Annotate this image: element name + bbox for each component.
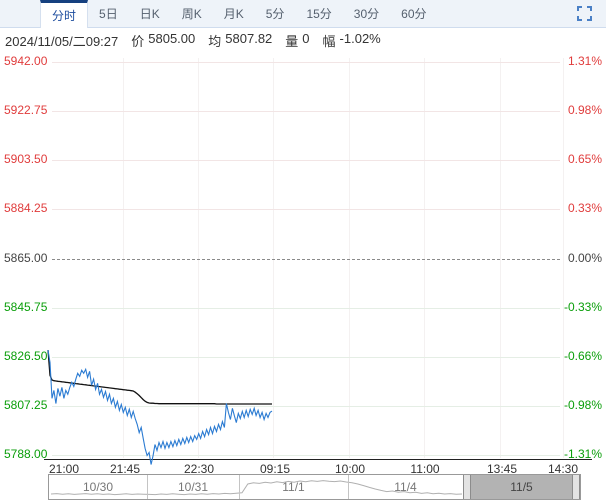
- pct-tick-label: 0.98%: [567, 103, 602, 117]
- info-volume-label: 量: [285, 33, 299, 49]
- price-tick-label: 5903.50: [4, 152, 48, 166]
- price-tick-label: 5922.75: [4, 103, 48, 117]
- quote-info-bar: 2024/11/05/二09:27 价 5805.00 均 5807.82 量 0 幅 -1.0…: [5, 31, 381, 49]
- info-change: 幅 -1.02%: [323, 31, 381, 50]
- fullscreen-icon[interactable]: [577, 0, 592, 27]
- time-tick-label: 13:45: [486, 462, 518, 476]
- time-tick-label: 21:00: [48, 462, 80, 476]
- tab-5ri[interactable]: 5日: [99, 7, 118, 21]
- tab-yuek[interactable]: 月K: [223, 7, 244, 21]
- price-tick-label: 5865.00: [4, 251, 48, 265]
- info-average-value: 5807.82: [225, 30, 273, 46]
- tab-30fen[interactable]: 30分: [353, 7, 380, 21]
- navigator-handle-right[interactable]: [572, 475, 580, 499]
- navigator-divider: [239, 475, 240, 499]
- navigator-date-label: 11/1: [282, 480, 305, 494]
- price-gridline: [52, 357, 560, 358]
- time-gridline: [123, 58, 124, 458]
- time-gridline: [198, 58, 199, 458]
- info-datetime-value: 2024/11/05/二09:27: [5, 33, 119, 49]
- pct-tick-label: -1.31%: [563, 447, 602, 461]
- price-gridline: [52, 406, 560, 407]
- tabbar-lead-space: [0, 0, 40, 27]
- tab-zhouk[interactable]: 周K: [181, 7, 202, 21]
- info-change-label: 幅: [322, 33, 336, 49]
- time-tick-label: 14:30: [547, 462, 579, 476]
- pct-tick-label: 1.31%: [567, 54, 602, 68]
- navigator-date-label: 10/30: [82, 480, 114, 494]
- price-gridline: [52, 111, 560, 112]
- info-change-value: -1.02%: [339, 30, 381, 46]
- price-gridline: [52, 62, 560, 63]
- time-tick-label: 09:15: [259, 462, 291, 476]
- pct-tick-label: 0.33%: [567, 201, 602, 215]
- navigator-divider: [147, 475, 148, 499]
- time-gridline: [563, 58, 564, 458]
- price-tick-label: 5826.50: [4, 349, 48, 363]
- info-average-label: 均: [208, 33, 222, 49]
- price-tick-label: 5807.25: [4, 398, 48, 412]
- tab-rik[interactable]: 日K: [139, 7, 160, 21]
- price-gridline: [52, 209, 560, 210]
- time-tick-label: 22:30: [183, 462, 215, 476]
- info-datetime: 2024/11/05/二09:27: [5, 31, 118, 50]
- pct-tick-label: -0.66%: [563, 349, 602, 363]
- pct-tick-label: -0.33%: [563, 300, 602, 314]
- info-price-label: 价: [131, 33, 145, 49]
- time-gridline: [500, 58, 501, 458]
- time-gridline: [424, 58, 425, 458]
- date-navigator[interactable]: 10/30 10/31 11/1 11/4 11/5: [48, 474, 581, 500]
- pct-tick-label: -0.98%: [563, 398, 602, 412]
- price-gridline: [52, 308, 560, 309]
- navigator-date-label: 11/4: [394, 480, 417, 494]
- price-tick-label: 5884.25: [4, 201, 48, 215]
- time-gridline: [349, 58, 350, 458]
- price-tick-label: 5845.75: [4, 300, 48, 314]
- info-average: 均 5807.82: [208, 31, 272, 50]
- info-price-value: 5805.00: [148, 30, 196, 46]
- navigator-handle-left[interactable]: [463, 475, 471, 499]
- pct-tick-label: 0.00%: [567, 251, 602, 265]
- average-line: [47, 350, 272, 405]
- navigator-date-label: 11/5: [510, 480, 533, 494]
- info-volume-value: 0: [302, 30, 310, 46]
- chart-period-tabbar: 分时 5日 日K 周K 月K 5分 15分 30分 60分: [0, 0, 606, 28]
- time-tick-label: 21:45: [109, 462, 141, 476]
- info-price: 价 5805.00: [131, 31, 195, 50]
- time-gridline: [273, 58, 274, 458]
- time-tick-label: 10:00: [334, 462, 366, 476]
- tab-15fen[interactable]: 15分: [306, 7, 332, 21]
- tab-60fen[interactable]: 60分: [401, 7, 427, 21]
- navigator-divider: [348, 475, 349, 499]
- pct-tick-label: 0.65%: [567, 152, 602, 166]
- price-tick-label: 5942.00: [4, 54, 48, 68]
- time-axis-line: [44, 459, 592, 460]
- price-tick-label: 5788.00: [4, 447, 48, 461]
- price-gridline: [52, 160, 560, 161]
- time-tick-label: 11:00: [410, 462, 440, 476]
- navigator-selection[interactable]: [471, 475, 572, 499]
- navigator-date-label: 10/31: [177, 480, 209, 494]
- tab-fenshi[interactable]: 分时: [40, 0, 89, 28]
- price-gridline: [52, 259, 560, 260]
- price-gridline: [52, 455, 560, 456]
- price-line: [47, 350, 273, 465]
- tab-5fen[interactable]: 5分: [265, 7, 285, 21]
- tab-list: 分时 5日 日K 周K 月K 5分 15分 30分 60分: [40, 0, 438, 28]
